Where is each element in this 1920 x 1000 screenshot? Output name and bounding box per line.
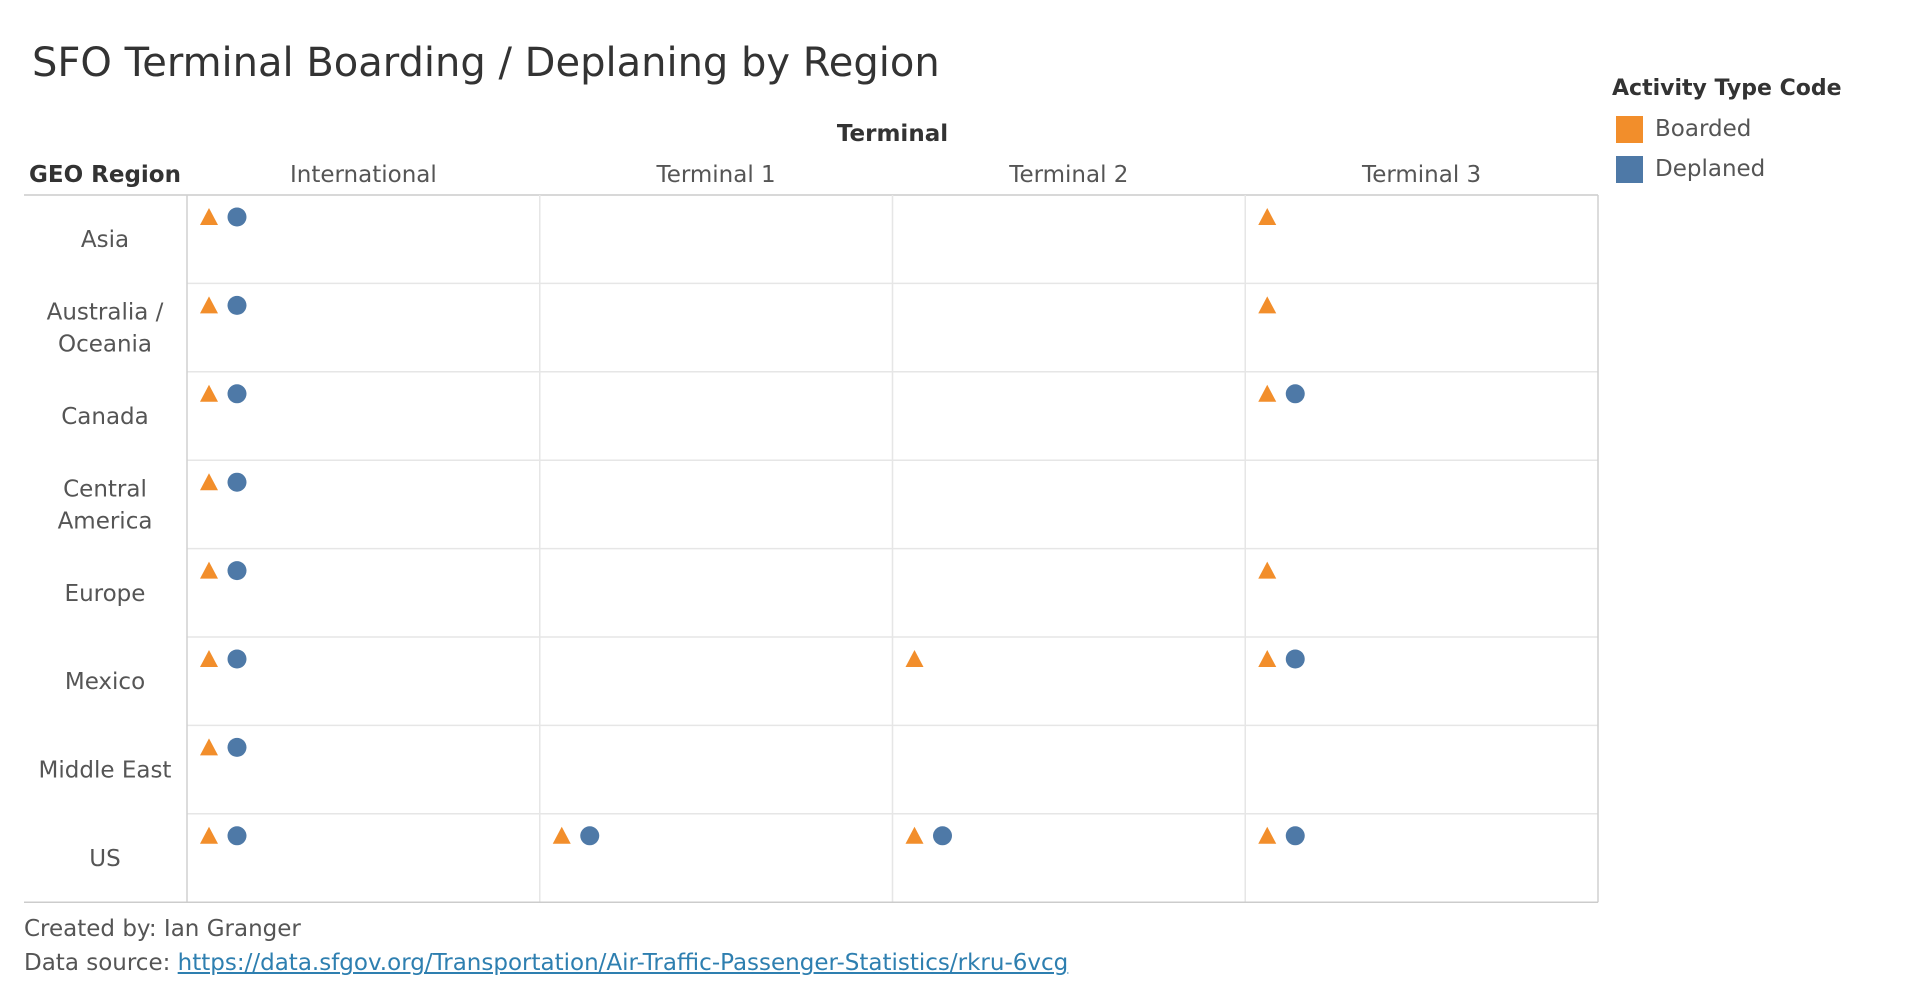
mark-boarded-triangle[interactable] bbox=[552, 826, 571, 844]
row-label-8: US bbox=[89, 846, 120, 872]
row-label-4: Central bbox=[63, 476, 147, 502]
mark-deplaned-circle[interactable] bbox=[227, 561, 247, 581]
legend-title: Activity Type Code bbox=[1612, 76, 1842, 101]
data-source: Data source: https://data.sfgov.org/Tran… bbox=[24, 946, 1068, 980]
legend-item-boarded[interactable]: Boarded bbox=[1612, 109, 1842, 149]
legend-label-deplaned: Deplaned bbox=[1655, 156, 1766, 182]
created-by: Created by: Ian Granger bbox=[24, 916, 301, 942]
column-header-2: Terminal 1 bbox=[656, 162, 776, 188]
row-label-2: Australia / bbox=[47, 300, 164, 326]
mark-boarded-triangle[interactable] bbox=[200, 738, 218, 756]
legend-swatch-deplaned bbox=[1616, 155, 1643, 183]
data-source-link[interactable]: https://data.sfgov.org/Transportation/Ai… bbox=[177, 950, 1069, 976]
mark-boarded-triangle[interactable] bbox=[1258, 650, 1277, 667]
mark-boarded-triangle[interactable] bbox=[200, 650, 218, 667]
mark-boarded-triangle[interactable] bbox=[200, 473, 218, 491]
mark-deplaned-circle[interactable] bbox=[1285, 649, 1305, 669]
row-label-1: Asia bbox=[81, 227, 129, 253]
mark-deplaned-circle[interactable] bbox=[227, 295, 247, 315]
column-header-4: Terminal 3 bbox=[1361, 162, 1481, 188]
column-header-1: International bbox=[290, 162, 437, 188]
column-group-header: Terminal bbox=[837, 121, 948, 147]
mark-deplaned-circle[interactable] bbox=[227, 384, 247, 404]
mark-boarded-triangle[interactable] bbox=[905, 650, 924, 667]
legend-item-deplaned[interactable]: Deplaned bbox=[1612, 149, 1842, 189]
mark-boarded-triangle[interactable] bbox=[200, 826, 218, 844]
row-label-4: America bbox=[58, 508, 153, 534]
row-label-2: Oceania bbox=[58, 332, 152, 358]
row-label-3: Canada bbox=[61, 404, 149, 430]
mark-deplaned-circle[interactable] bbox=[227, 737, 247, 757]
mark-deplaned-circle[interactable] bbox=[1285, 826, 1305, 846]
mark-boarded-triangle[interactable] bbox=[200, 561, 218, 579]
legend-swatch-boarded bbox=[1616, 115, 1643, 143]
mark-boarded-triangle[interactable] bbox=[1258, 826, 1277, 844]
row-label-6: Mexico bbox=[65, 669, 145, 695]
mark-boarded-triangle[interactable] bbox=[200, 208, 218, 225]
row-label-7: Middle East bbox=[39, 758, 172, 784]
mark-boarded-triangle[interactable] bbox=[1258, 208, 1277, 225]
mark-boarded-triangle[interactable] bbox=[1258, 296, 1277, 314]
mark-boarded-triangle[interactable] bbox=[1258, 384, 1277, 402]
mark-boarded-triangle[interactable] bbox=[905, 826, 924, 844]
column-header-3: Terminal 2 bbox=[1008, 162, 1128, 188]
mark-deplaned-circle[interactable] bbox=[580, 826, 600, 846]
chart-title: SFO Terminal Boarding / Deplaning by Reg… bbox=[32, 40, 940, 86]
mark-deplaned-circle[interactable] bbox=[227, 649, 247, 669]
data-source-label: Data source: bbox=[24, 950, 178, 976]
mark-boarded-triangle[interactable] bbox=[1258, 561, 1277, 579]
mark-boarded-triangle[interactable] bbox=[200, 384, 218, 402]
legend: Activity Type Code Boarded Deplaned bbox=[1612, 76, 1842, 189]
legend-label-boarded: Boarded bbox=[1655, 116, 1752, 142]
mark-deplaned-circle[interactable] bbox=[227, 826, 247, 846]
mark-deplaned-circle[interactable] bbox=[1285, 384, 1305, 404]
mark-deplaned-circle[interactable] bbox=[227, 472, 247, 492]
mark-deplaned-circle[interactable] bbox=[933, 826, 952, 846]
row-label-5: Europe bbox=[65, 581, 146, 607]
mark-boarded-triangle[interactable] bbox=[200, 296, 218, 314]
row-header-title: GEO Region bbox=[29, 162, 181, 188]
footer: Created by: Ian Granger Data source: htt… bbox=[24, 912, 1068, 980]
mark-deplaned-circle[interactable] bbox=[227, 207, 247, 227]
